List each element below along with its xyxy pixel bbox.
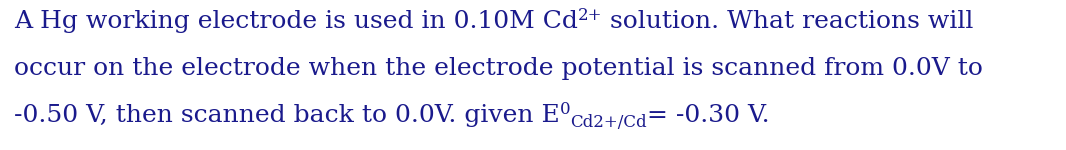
Text: A Hg working electrode is used in 0.10M Cd: A Hg working electrode is used in 0.10M … <box>14 10 578 33</box>
Text: 2+: 2+ <box>578 7 602 24</box>
Text: = -0.30 V.: = -0.30 V. <box>647 104 770 127</box>
Text: Cd2+/Cd: Cd2+/Cd <box>570 114 647 131</box>
Text: 0: 0 <box>560 101 570 118</box>
Text: -0.50 V, then scanned back to 0.0V. given E: -0.50 V, then scanned back to 0.0V. give… <box>14 104 560 127</box>
Text: occur on the electrode when the electrode potential is scanned from 0.0V to: occur on the electrode when the electrod… <box>14 57 983 80</box>
Text: solution. What reactions will: solution. What reactions will <box>602 10 973 33</box>
